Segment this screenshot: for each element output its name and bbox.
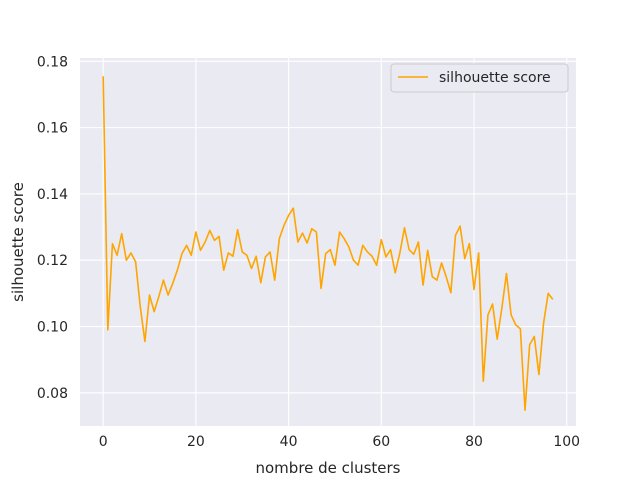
legend-box (390, 63, 569, 93)
y-tick-label: 0.08 (37, 386, 68, 402)
x-tick-labels: 0 20 40 60 80 100 (99, 434, 580, 450)
x-tick-label: 0 (99, 434, 108, 450)
y-tick-label: 0.12 (37, 253, 68, 269)
series-line-silhouette-score (102, 76, 554, 411)
x-axis-label: nombre de clusters (256, 459, 401, 477)
series-lines (102, 76, 554, 411)
y-tick-label: 0.10 (37, 320, 68, 336)
y-tick-labels: 0.08 0.10 0.12 0.14 0.16 0.18 (37, 54, 68, 402)
x-tick-label: 80 (465, 434, 483, 450)
legend-entry-silhouette-score: silhouette score (439, 70, 551, 86)
x-tick-label: 20 (187, 434, 205, 450)
y-tick-label: 0.18 (37, 54, 68, 70)
plot-background (80, 58, 576, 426)
y-tick-label: 0.14 (37, 187, 68, 203)
x-tick-label: 60 (372, 434, 390, 450)
x-tick-label: 100 (553, 434, 580, 450)
legend: silhouette score (390, 63, 569, 93)
y-axis-label: silhouette score (9, 182, 27, 302)
x-tick-label: 40 (280, 434, 298, 450)
grid-lines (80, 58, 576, 426)
y-tick-label: 0.16 (37, 121, 68, 137)
